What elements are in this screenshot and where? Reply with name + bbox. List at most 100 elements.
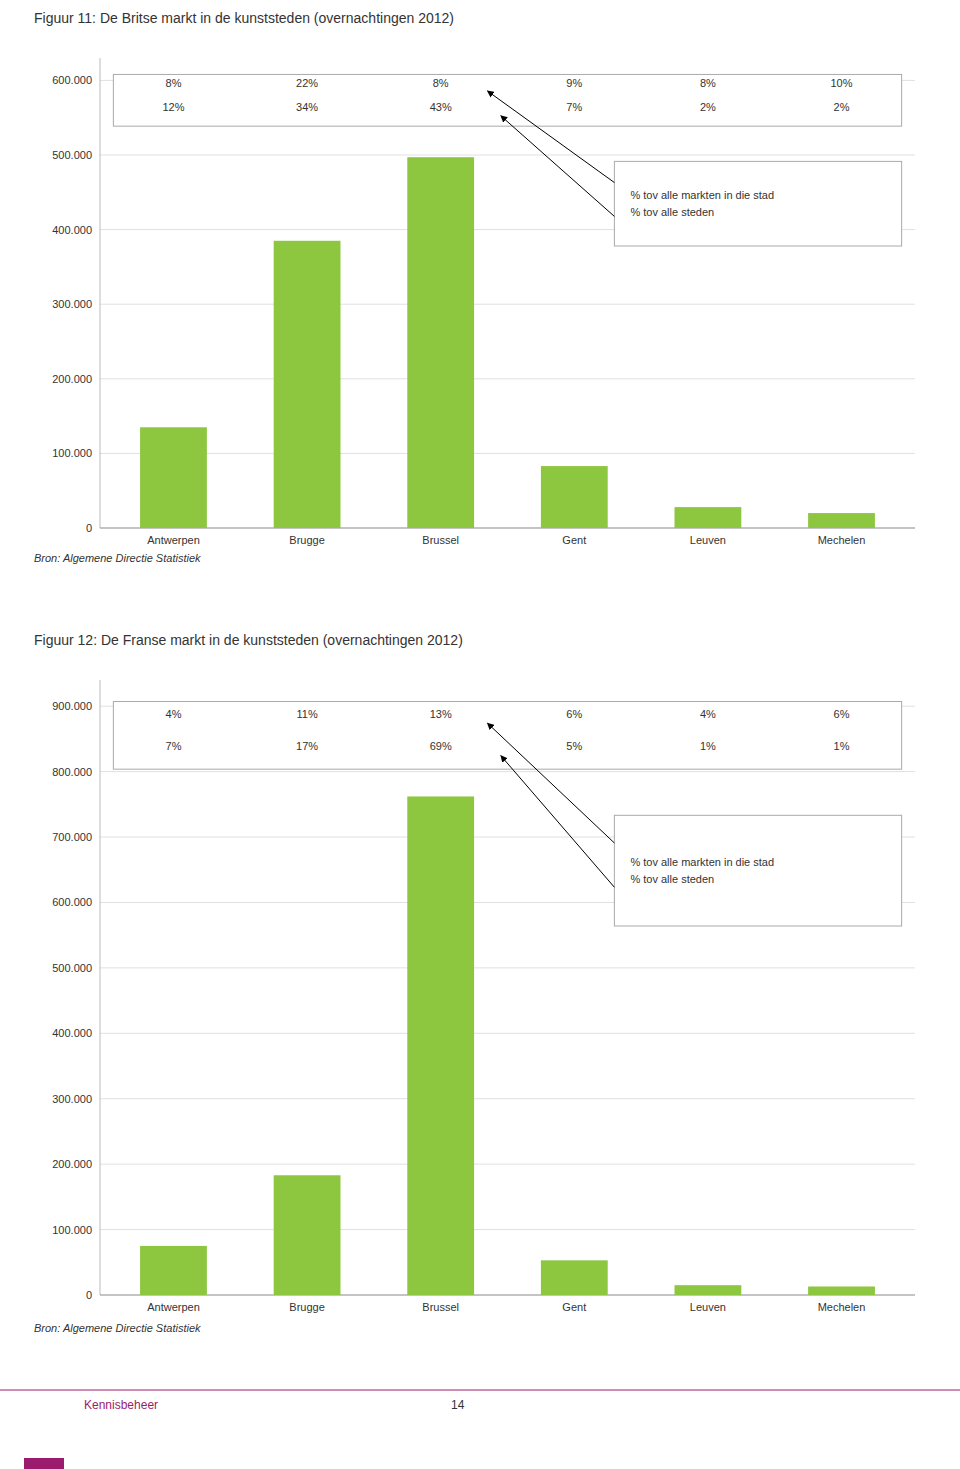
- x-axis-line: [100, 528, 915, 529]
- grid-line: [100, 1033, 915, 1034]
- bar: [541, 1260, 608, 1295]
- grid-line: [100, 1229, 915, 1230]
- arrow: [501, 756, 615, 888]
- x-tick-label: Brussel: [422, 534, 459, 546]
- y-tick-label: 700.000: [52, 831, 92, 843]
- percentage-box: [113, 74, 901, 126]
- y-tick-label: 500.000: [52, 962, 92, 974]
- grid-line: [100, 771, 915, 772]
- bar: [140, 427, 207, 528]
- footer: Kennisbeheer 14: [0, 1390, 960, 1469]
- footer-text: 14: [451, 1398, 465, 1412]
- y-tick-label: 800.000: [52, 766, 92, 778]
- y-tick-label: 600.000: [52, 74, 92, 86]
- arrow: [487, 723, 614, 843]
- annotation-box: [614, 161, 901, 246]
- x-tick-label: Brugge: [289, 534, 324, 546]
- market-share-label: 4%: [700, 708, 716, 720]
- city-share-label: 1%: [834, 740, 850, 752]
- market-share-label: 6%: [566, 708, 582, 720]
- chart: Figuur 12: De Franse markt in de kunstst…: [34, 632, 915, 1334]
- city-share-label: 43%: [430, 101, 452, 113]
- annotation-box: [614, 815, 901, 926]
- y-tick-label: 900.000: [52, 700, 92, 712]
- arrow: [501, 116, 615, 217]
- grid-line: [100, 1164, 915, 1165]
- market-share-label: 10%: [831, 77, 853, 89]
- y-tick-label: 300.000: [52, 298, 92, 310]
- market-share-label: 9%: [566, 77, 582, 89]
- city-share-label: 69%: [430, 740, 452, 752]
- city-share-label: 5%: [566, 740, 582, 752]
- grid-line: [100, 378, 915, 379]
- grid-line: [100, 154, 915, 155]
- city-share-label: 7%: [166, 740, 182, 752]
- x-tick-label: Gent: [562, 534, 586, 546]
- footer-text: Kennisbeheer: [84, 1398, 158, 1412]
- market-share-label: 4%: [166, 708, 182, 720]
- x-tick-label: Brugge: [289, 1301, 324, 1313]
- city-share-label: 17%: [296, 740, 318, 752]
- x-tick-label: Mechelen: [818, 534, 866, 546]
- market-share-label: 22%: [296, 77, 318, 89]
- logo: [24, 1458, 64, 1469]
- y-axis-line: [100, 58, 101, 528]
- annotation: % tov alle steden: [630, 873, 714, 885]
- grid-line: [100, 1098, 915, 1099]
- y-axis-line: [100, 680, 101, 1295]
- y-tick-label: 0: [86, 1289, 92, 1301]
- city-share-label: 2%: [700, 101, 716, 113]
- bar: [274, 241, 341, 528]
- y-tick-label: 100.000: [52, 447, 92, 459]
- market-share-label: 11%: [296, 708, 317, 720]
- y-tick-label: 300.000: [52, 1093, 92, 1105]
- x-tick-label: Leuven: [690, 534, 726, 546]
- bar: [407, 796, 474, 1295]
- y-tick-label: 200.000: [52, 373, 92, 385]
- x-tick-label: Antwerpen: [147, 534, 200, 546]
- y-tick-label: 400.000: [52, 224, 92, 236]
- market-share-label: 8%: [166, 77, 182, 89]
- city-share-label: 2%: [834, 101, 850, 113]
- title: Figuur 11: De Britse markt in de kunstst…: [34, 10, 454, 26]
- annotation: % tov alle markten in die stad: [630, 189, 774, 201]
- grid-line: [100, 967, 915, 968]
- annotation: % tov alle markten in die stad: [630, 856, 774, 868]
- market-share-label: 13%: [430, 708, 452, 720]
- grid-line: [100, 528, 915, 529]
- bar: [808, 1286, 875, 1295]
- city-share-label: 7%: [566, 101, 582, 113]
- city-share-label: 12%: [162, 101, 184, 113]
- annotation: % tov alle steden: [630, 206, 714, 218]
- y-tick-label: 0: [86, 522, 92, 534]
- chart: Figuur 11: De Britse markt in de kunstst…: [34, 10, 915, 564]
- y-tick-label: 600.000: [52, 896, 92, 908]
- x-axis-line: [100, 1295, 915, 1296]
- y-tick-label: 400.000: [52, 1027, 92, 1039]
- x-tick-label: Leuven: [690, 1301, 726, 1313]
- market-share-label: 6%: [834, 708, 850, 720]
- city-share-label: 34%: [296, 101, 318, 113]
- title: Figuur 12: De Franse markt in de kunstst…: [34, 632, 463, 648]
- source: Bron: Algemene Directie Statistiek: [34, 1322, 201, 1334]
- market-share-label: 8%: [433, 77, 449, 89]
- x-tick-label: Antwerpen: [147, 1301, 200, 1313]
- page: Figuur 11: De Britse markt in de kunstst…: [0, 0, 960, 1469]
- city-share-label: 1%: [700, 740, 716, 752]
- grid-line: [100, 304, 915, 305]
- grid-line: [100, 453, 915, 454]
- bar: [407, 157, 474, 528]
- bar: [808, 513, 875, 528]
- footer-line: [0, 1390, 960, 1391]
- bar: [541, 466, 608, 528]
- percentage-box: [113, 702, 901, 770]
- bar: [274, 1175, 341, 1295]
- bar: [140, 1246, 207, 1295]
- y-tick-label: 500.000: [52, 149, 92, 161]
- bar: [675, 507, 742, 528]
- x-tick-label: Mechelen: [818, 1301, 866, 1313]
- market-share-label: 8%: [700, 77, 716, 89]
- arrow: [487, 91, 614, 183]
- grid-line: [100, 1295, 915, 1296]
- x-tick-label: Gent: [562, 1301, 586, 1313]
